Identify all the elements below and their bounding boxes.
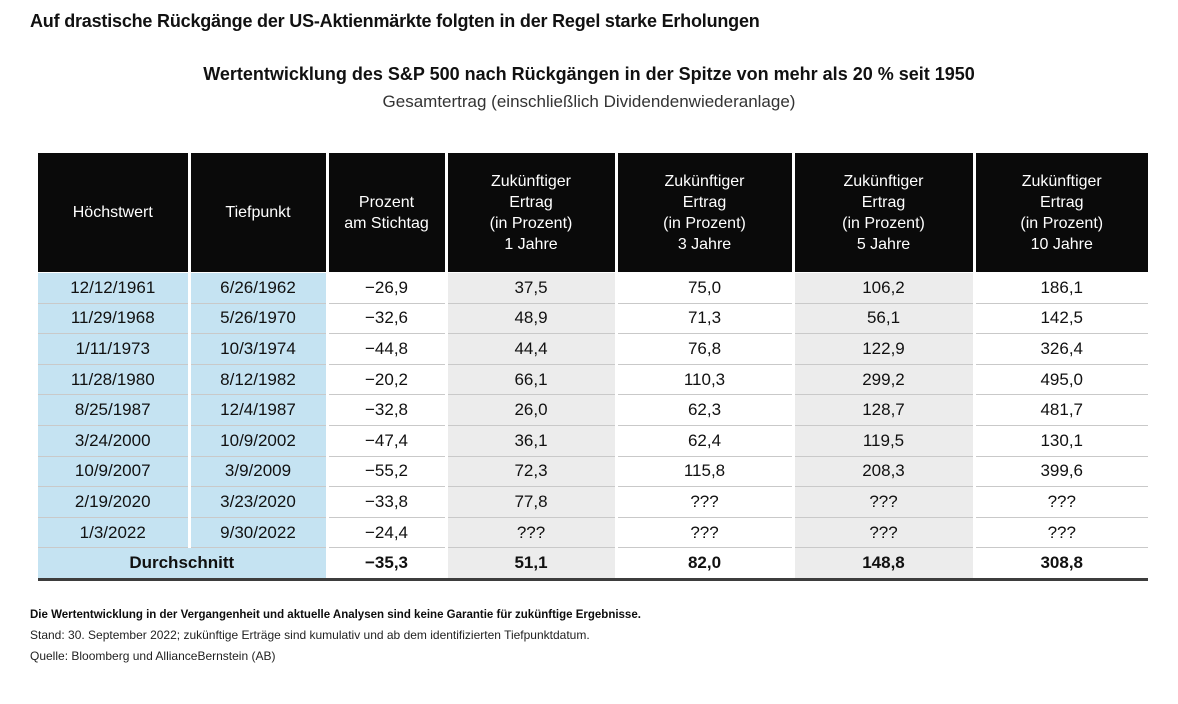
cell-hoechstwert: 12/12/1961	[38, 272, 189, 304]
cell-ertrag-5-jahre: 106,2	[791, 272, 974, 304]
cell-tiefpunkt: 5/26/1970	[187, 302, 327, 334]
column-header-ertrag-1-jahr: Zukünftiger Ertrag (in Prozent) 1 Jahre	[444, 153, 616, 273]
average-ertrag-10-jahre: 308,8	[972, 547, 1148, 581]
cell-ertrag-1-jahr: 66,1	[444, 363, 616, 395]
cell-ertrag-10-jahre: 326,4	[972, 333, 1148, 365]
cell-ertrag-3-jahre: 76,8	[614, 333, 793, 365]
cell-hoechstwert: 2/19/2020	[38, 486, 189, 518]
cell-ertrag-10-jahre: 186,1	[972, 272, 1148, 304]
cell-ertrag-1-jahr: 26,0	[444, 394, 616, 426]
table-body: 12/12/1961 6/26/1962 −26,9 37,5 75,0 106,2 186…	[38, 272, 1148, 548]
average-row: Durchschnitt −35,3 51,1 82,0 148,8 308,8	[38, 547, 1148, 581]
cell-ertrag-5-jahre: ???	[791, 486, 974, 518]
cell-tiefpunkt: 3/9/2009	[187, 455, 327, 487]
header-row: Höchstwert Tiefpunkt Prozent am Stichtag…	[38, 153, 1148, 273]
cell-ertrag-3-jahre: 62,3	[614, 394, 793, 426]
cell-ertrag-3-jahre: 75,0	[614, 272, 793, 304]
cell-ertrag-5-jahre: 122,9	[791, 333, 974, 365]
cell-ertrag-3-jahre: 71,3	[614, 302, 793, 334]
cell-ertrag-1-jahr: ???	[444, 516, 616, 548]
table-title: Wertentwicklung des S&P 500 nach Rückgän…	[203, 64, 975, 84]
cell-hoechstwert: 1/3/2022	[38, 516, 189, 548]
cell-ertrag-5-jahre: 119,5	[791, 424, 974, 457]
cell-ertrag-10-jahre: 142,5	[972, 302, 1148, 334]
cell-ertrag-1-jahr: 37,5	[444, 272, 616, 304]
table-row: 8/25/1987 12/4/1987 −32,8 26,0 62,3 128,7 481,…	[38, 394, 1148, 426]
cell-ertrag-3-jahre: 62,4	[614, 424, 793, 457]
column-header-ertrag-5-jahre: Zukünftiger Ertrag (in Prozent) 5 Jahre	[791, 153, 974, 273]
cell-tiefpunkt: 3/23/2020	[187, 486, 327, 518]
cell-tiefpunkt: 9/30/2022	[187, 516, 327, 548]
cell-prozent-stichtag: −32,8	[325, 394, 446, 426]
average-prozent-stichtag: −35,3	[325, 547, 446, 581]
cell-tiefpunkt: 6/26/1962	[187, 272, 327, 304]
cell-ertrag-10-jahre: 399,6	[972, 455, 1148, 487]
cell-ertrag-3-jahre: 110,3	[614, 363, 793, 395]
column-header-prozent-stichtag: Prozent am Stichtag	[325, 153, 446, 273]
cell-tiefpunkt: 10/3/1974	[187, 333, 327, 365]
cell-ertrag-1-jahr: 72,3	[444, 455, 616, 487]
table-row: 2/19/2020 3/23/2020 −33,8 77,8?????????	[38, 486, 1148, 518]
cell-ertrag-10-jahre: ???	[972, 516, 1148, 548]
column-header-ertrag-3-jahre: Zukünftiger Ertrag (in Prozent) 3 Jahre	[614, 153, 793, 273]
cell-ertrag-10-jahre: 130,1	[972, 424, 1148, 457]
cell-tiefpunkt: 12/4/1987	[187, 394, 327, 426]
cell-ertrag-5-jahre: 299,2	[791, 363, 974, 395]
cell-hoechstwert: 1/11/1973	[38, 333, 189, 365]
cell-prozent-stichtag: −20,2	[325, 363, 446, 395]
average-label: Durchschnitt	[38, 547, 327, 581]
cell-ertrag-1-jahr: 36,1	[444, 424, 616, 457]
cell-ertrag-3-jahre: ???	[614, 486, 793, 518]
cell-tiefpunkt: 10/9/2002	[187, 424, 327, 457]
cell-hoechstwert: 10/9/2007	[38, 455, 189, 487]
cell-ertrag-1-jahr: 48,9	[444, 302, 616, 334]
cell-prozent-stichtag: −47,4	[325, 424, 446, 457]
table-row: 11/28/1980 8/12/1982 −20,2 66,1 110,3 299,2 49…	[38, 363, 1148, 395]
average-ertrag-5-jahre: 148,8	[791, 547, 974, 581]
table-row: 12/12/1961 6/26/1962 −26,9 37,5 75,0 106,2 186…	[38, 272, 1148, 304]
column-header-tiefpunkt: Tiefpunkt	[187, 153, 327, 273]
cell-ertrag-5-jahre: 56,1	[791, 302, 974, 334]
cell-ertrag-10-jahre: ???	[972, 486, 1148, 518]
average-ertrag-1-jahr: 51,1	[444, 547, 616, 581]
cell-hoechstwert: 8/25/1987	[38, 394, 189, 426]
column-header-hoechstwert: Höchstwert	[38, 153, 189, 273]
table-row: 1/11/1973 10/3/1974 −44,8 44,4 76,8 122,9 326,…	[38, 333, 1148, 365]
cell-ertrag-10-jahre: 495,0	[972, 363, 1148, 395]
cell-prozent-stichtag: −33,8	[325, 486, 446, 518]
cell-prozent-stichtag: −32,6	[325, 302, 446, 334]
footnote-source: Quelle: Bloomberg und AllianceBernstein …	[30, 649, 276, 663]
table-row: 11/29/1968 5/26/1970 −32,6 48,9 71,3 56,1 142,…	[38, 302, 1148, 334]
table-subtitle: Gesamtertrag (einschließlich Dividendenw…	[382, 92, 796, 111]
cell-hoechstwert: 11/28/1980	[38, 363, 189, 395]
table-row: 1/3/2022 9/30/2022 −24,4????????????	[38, 516, 1148, 548]
footnote-as-of: Stand: 30. September 2022; zukünftige Er…	[30, 628, 590, 642]
cell-ertrag-5-jahre: ???	[791, 516, 974, 548]
cell-ertrag-5-jahre: 128,7	[791, 394, 974, 426]
table-row: 3/24/2000 10/9/2002 −47,4 36,1 62,4 119,5 130,…	[38, 424, 1148, 457]
cell-prozent-stichtag: −24,4	[325, 516, 446, 548]
cell-hoechstwert: 11/29/1968	[38, 302, 189, 334]
cell-ertrag-3-jahre: 115,8	[614, 455, 793, 487]
cell-ertrag-5-jahre: 208,3	[791, 455, 974, 487]
cell-tiefpunkt: 8/12/1982	[187, 363, 327, 395]
cell-prozent-stichtag: −44,8	[325, 333, 446, 365]
performance-table: Höchstwert Tiefpunkt Prozent am Stichtag…	[38, 153, 1148, 581]
cell-ertrag-1-jahr: 77,8	[444, 486, 616, 518]
cell-hoechstwert: 3/24/2000	[38, 424, 189, 457]
page-title: Auf drastische Rückgänge der US-Aktienmä…	[30, 11, 760, 31]
table-row: 10/9/2007 3/9/2009 −55,2 72,3 115,8 208,3 399,…	[38, 455, 1148, 487]
cell-ertrag-10-jahre: 481,7	[972, 394, 1148, 426]
average-ertrag-3-jahre: 82,0	[614, 547, 793, 581]
footnote-disclaimer: Die Wertentwicklung in der Vergangenheit…	[30, 609, 641, 621]
cell-prozent-stichtag: −26,9	[325, 272, 446, 304]
cell-ertrag-3-jahre: ???	[614, 516, 793, 548]
column-header-ertrag-10-jahre: Zukünftiger Ertrag (in Prozent) 10 Jahre	[972, 153, 1148, 273]
cell-ertrag-1-jahr: 44,4	[444, 333, 616, 365]
cell-prozent-stichtag: −55,2	[325, 455, 446, 487]
footnotes: Die Wertentwicklung in der Vergangenheit…	[30, 609, 641, 670]
